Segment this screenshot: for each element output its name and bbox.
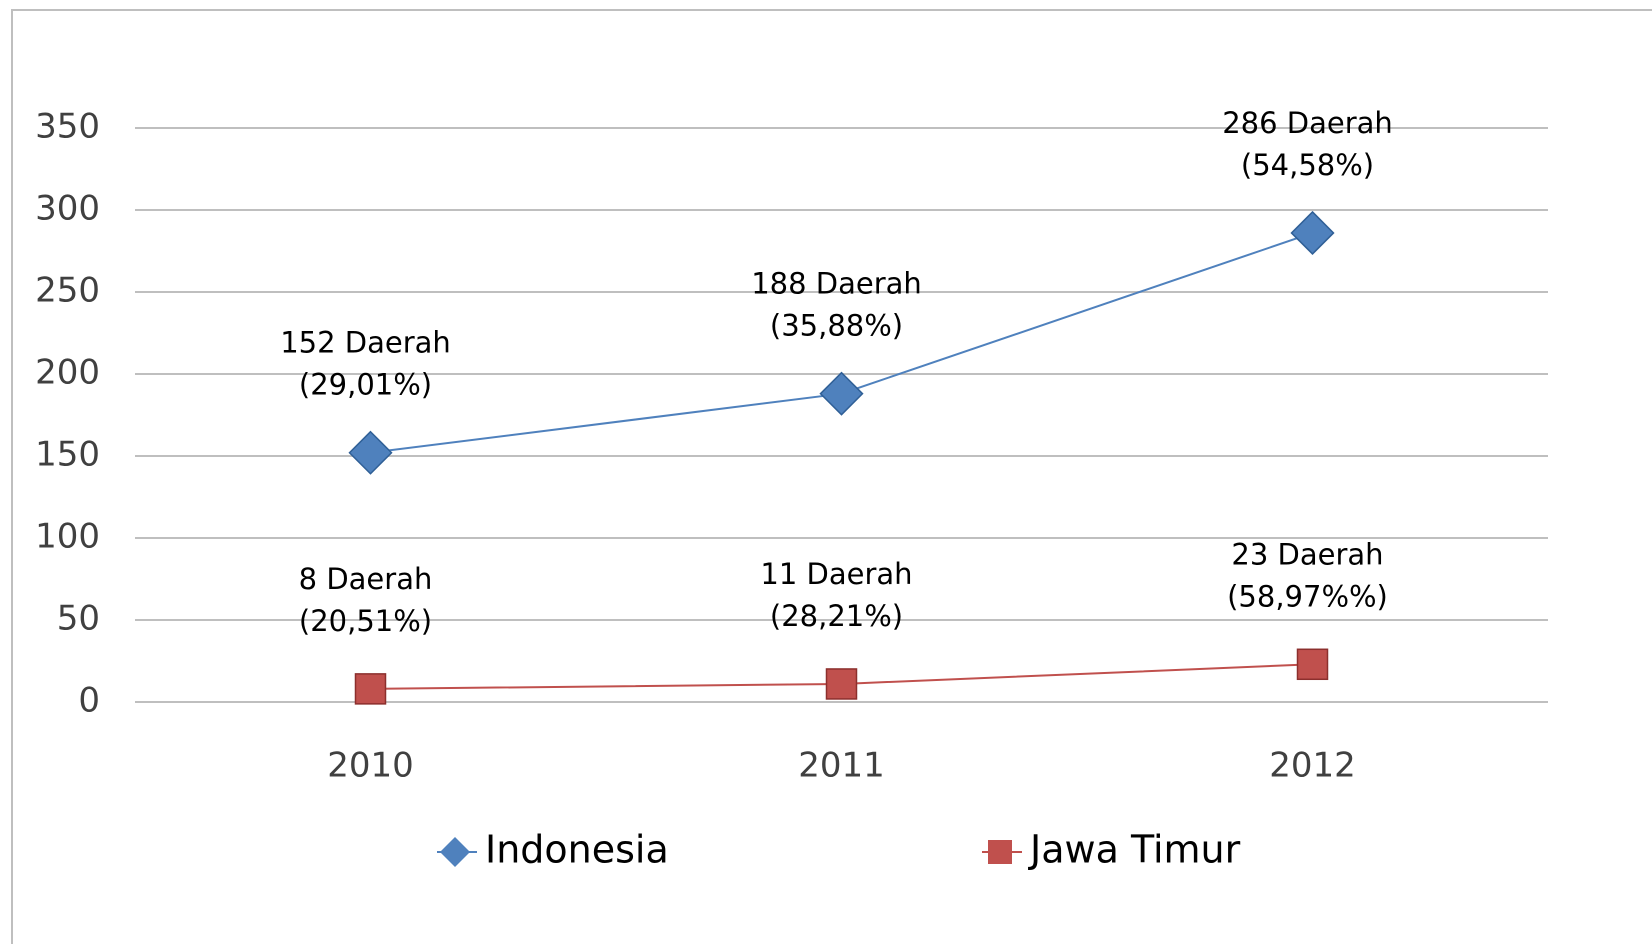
y-tick-label: 250 <box>35 271 100 311</box>
data-label-share: (28,21%) <box>770 599 903 633</box>
data-label: 152 Daerah <box>280 326 451 360</box>
data-label: 11 Daerah <box>760 557 912 591</box>
y-tick-label: 50 <box>57 599 100 639</box>
data-label-share: (35,88%) <box>770 309 903 343</box>
y-tick-label: 200 <box>35 353 100 393</box>
data-label-share: (58,97%%) <box>1227 579 1388 613</box>
y-tick-label: 150 <box>35 435 100 475</box>
legend-marker <box>988 840 1012 864</box>
data-point <box>1290 210 1335 256</box>
legend-marker <box>440 837 470 867</box>
x-tick-label: 2010 <box>327 746 414 786</box>
data-label-share: (29,01%) <box>299 368 432 402</box>
data-label-share: (54,58%) <box>1241 148 1374 182</box>
chart-border <box>11 9 1652 944</box>
y-tick-label: 0 <box>78 681 100 721</box>
data-point <box>348 430 393 475</box>
data-label: 8 Daerah <box>299 562 433 596</box>
y-tick-label: 100 <box>35 517 100 557</box>
legend-label: Jawa Timur <box>1028 828 1241 872</box>
y-tick-label: 350 <box>35 107 100 147</box>
legend-label: Indonesia <box>485 828 669 872</box>
data-point <box>825 668 858 700</box>
data-label: 286 Daerah <box>1222 106 1393 140</box>
data-point <box>1296 648 1329 681</box>
data-point <box>354 673 387 705</box>
y-tick-label: 300 <box>35 189 100 229</box>
data-label-share: (20,51%) <box>299 604 432 638</box>
data-label: 23 Daerah <box>1231 537 1383 571</box>
data-point <box>819 371 864 416</box>
data-label: 188 Daerah <box>751 267 922 301</box>
x-tick-label: 2011 <box>798 746 885 786</box>
x-tick-label: 2012 <box>1269 746 1356 786</box>
